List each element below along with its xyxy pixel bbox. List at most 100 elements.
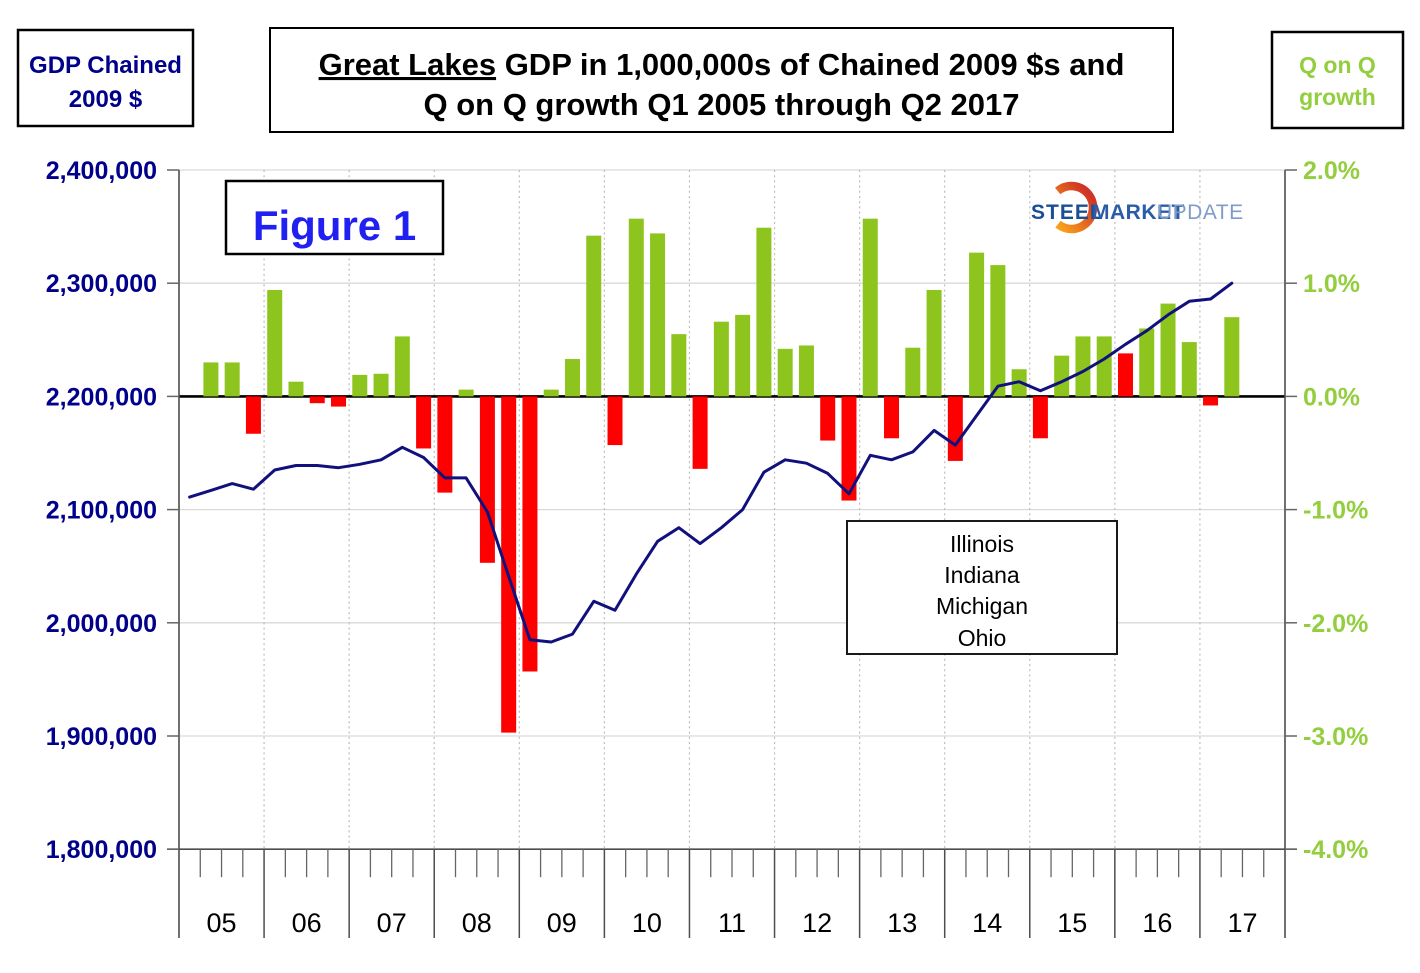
- qoq-growth-bar-30: [820, 396, 836, 441]
- x-axis-year-label: 09: [547, 908, 577, 938]
- qoq-growth-bar-15: [501, 396, 517, 733]
- qoq-growth-bar-12: [437, 396, 453, 493]
- right-axis-tick-label: 2.0%: [1303, 157, 1360, 185]
- qoq-growth-bar-7: [331, 396, 347, 407]
- left-axis-tick-label: 2,100,000: [46, 497, 157, 525]
- steel-market-update-logo: STEEL MARKET UPDATE: [1031, 181, 1244, 234]
- qoq-growth-bar-3: [245, 396, 261, 434]
- qoq-growth-bar-27: [756, 227, 772, 397]
- right-axis-tick-label: -4.0%: [1303, 836, 1368, 864]
- right-axis-tick-label: 0.0%: [1303, 383, 1360, 411]
- right-axis-title-box: Q on Q growth: [1270, 30, 1405, 130]
- qoq-growth-bar-13: [458, 389, 474, 397]
- qoq-growth-bar-48: [1203, 396, 1219, 406]
- qoq-growth-bar-25: [713, 321, 729, 397]
- x-axis-year-label: 13: [887, 908, 917, 938]
- qoq-growth-bar-40: [1032, 396, 1048, 439]
- right-axis-tick-label: -2.0%: [1303, 610, 1368, 638]
- qoq-growth-bar-11: [416, 396, 432, 449]
- qoq-growth-bar-33: [884, 396, 900, 439]
- figure-label-box: Figure 1: [224, 179, 445, 256]
- qoq-growth-bar-31: [841, 396, 857, 501]
- plot-area: 2,400,000 2.0% 2,300,000 1.0% 2,200,000 0.0% 2…: [46, 157, 1368, 938]
- qoq-growth-bar-23: [671, 334, 687, 397]
- qoq-growth-bar-41: [1054, 355, 1070, 397]
- qoq-growth-bar-4: [267, 289, 283, 397]
- legend-item-illinois: Illinois: [950, 531, 1014, 557]
- qoq-growth-bar-14: [479, 396, 495, 563]
- right-axis-title-line1: Q on Q: [1299, 52, 1376, 78]
- qoq-growth-bar-44: [1117, 353, 1133, 397]
- qoq-growth-bar-28: [777, 348, 793, 397]
- x-axis-year-label: 06: [292, 908, 322, 938]
- qoq-growth-bar-6: [309, 396, 325, 404]
- right-axis-title-line2: growth: [1299, 84, 1376, 110]
- qoq-growth-bar-38: [990, 265, 1006, 397]
- qoq-growth-bar-37: [969, 252, 985, 397]
- qoq-growth-bar-29: [798, 345, 814, 397]
- chart-title-line1-rest: GDP in 1,000,000s of Chained 2009 $s and: [496, 47, 1124, 82]
- legend-item-indiana: Indiana: [944, 562, 1020, 588]
- x-axis-year-label: 12: [802, 908, 832, 938]
- x-axis-year-label: 15: [1057, 908, 1087, 938]
- figure-label: Figure 1: [253, 202, 416, 249]
- right-axis-tick-label: -3.0%: [1303, 723, 1368, 751]
- qoq-growth-bar-8: [352, 374, 368, 397]
- x-axis-year-label: 07: [377, 908, 407, 938]
- chart-title-box: Great Lakes GDP in 1,000,000s of Chained…: [269, 27, 1174, 133]
- x-axis-year-label: 05: [206, 908, 236, 938]
- qoq-growth-bar-32: [862, 218, 878, 397]
- qoq-growth-bar-49: [1224, 317, 1240, 397]
- qoq-growth-bar-16: [522, 396, 538, 672]
- chart-title-underlined: Great Lakes: [319, 47, 497, 82]
- legend-box: Illinois Indiana Michigan Ohio: [846, 520, 1118, 655]
- qoq-growth-bar-2: [224, 362, 240, 397]
- x-axis-year-label: 11: [718, 908, 746, 938]
- left-axis-title-box: GDP Chained 2009 $: [16, 28, 195, 128]
- x-axis-year-label: 16: [1142, 908, 1172, 938]
- x-axis-year-label: 10: [632, 908, 662, 938]
- left-axis-tick-label: 1,800,000: [46, 836, 157, 864]
- chart-title-line2: Q on Q growth Q1 2005 through Q2 2017: [423, 87, 1019, 122]
- qoq-growth-bar-43: [1096, 336, 1112, 397]
- logo-word-update: UPDATE: [1157, 201, 1244, 224]
- qoq-growth-bar-1: [203, 362, 219, 397]
- x-axis-year-label: 08: [462, 908, 492, 938]
- left-axis-title-line1: GDP Chained: [29, 52, 182, 79]
- qoq-growth-bar-9: [373, 373, 389, 397]
- qoq-growth-bar-46: [1160, 303, 1176, 397]
- left-axis-tick-label: 2,400,000: [46, 157, 157, 185]
- legend-item-ohio: Ohio: [958, 625, 1007, 651]
- qoq-growth-bar-20: [607, 396, 623, 446]
- qoq-growth-bar-34: [905, 347, 921, 397]
- chart-title-line1: Great Lakes GDP in 1,000,000s of Chained…: [319, 47, 1125, 82]
- qoq-growth-bar-24: [692, 396, 708, 469]
- qoq-growth-bar-36: [947, 396, 963, 461]
- qoq-growth-bar-5: [288, 381, 304, 397]
- left-axis-tick-label: 2,300,000: [46, 270, 157, 298]
- qoq-growth-bar-10: [394, 336, 410, 397]
- qoq-growth-bar-47: [1181, 342, 1197, 397]
- left-axis-title-line2: 2009 $: [69, 86, 143, 113]
- left-axis-tick-label: 2,200,000: [46, 383, 157, 411]
- qoq-growth-bar-45: [1139, 328, 1155, 397]
- logo-word-market: MARKET: [1092, 201, 1185, 224]
- qoq-growth-bar-42: [1075, 336, 1091, 397]
- logo-word-steel: STEEL: [1031, 201, 1104, 224]
- right-axis-tick-label: 1.0%: [1303, 270, 1360, 298]
- qoq-growth-bar-19: [586, 235, 602, 397]
- qoq-growth-bar-35: [926, 289, 942, 397]
- legend-item-michigan: Michigan: [936, 593, 1028, 619]
- qoq-growth-bar-17: [543, 389, 559, 397]
- right-axis-tick-label: -1.0%: [1303, 497, 1368, 525]
- x-axis-year-label: 17: [1227, 908, 1257, 938]
- qoq-growth-bar-22: [650, 233, 666, 397]
- gdp-line: [188, 281, 1234, 644]
- qoq-growth-bar-18: [564, 359, 580, 397]
- qoq-growth-bar-21: [628, 218, 644, 397]
- left-axis-tick-label: 1,900,000: [46, 723, 157, 751]
- x-axis-year-label: 14: [972, 908, 1002, 938]
- left-axis-tick-label: 2,000,000: [46, 610, 157, 638]
